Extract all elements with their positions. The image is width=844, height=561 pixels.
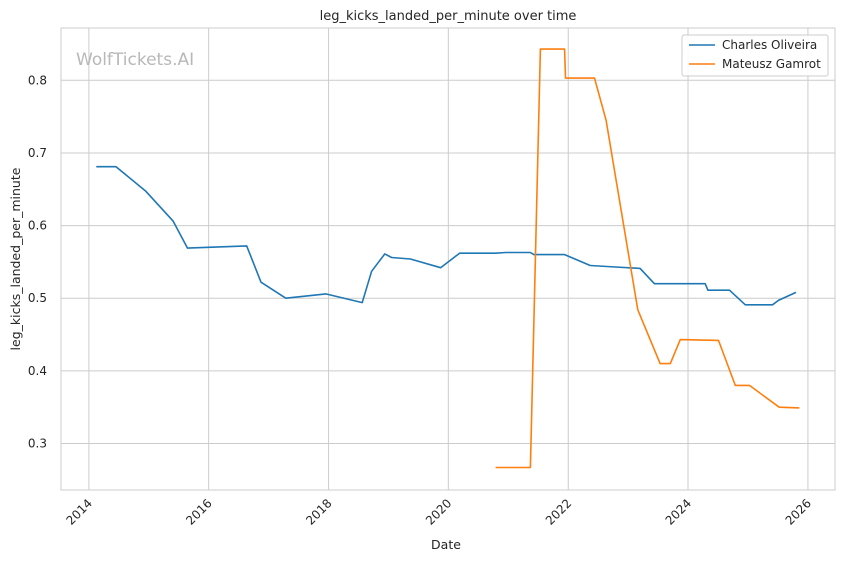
y-axis-label: leg_kicks_landed_per_minute [8,167,23,350]
y-tick-label: 0.3 [28,437,47,451]
chart-title: leg_kicks_landed_per_minute over time [320,9,577,24]
plot-frame [60,27,836,491]
x-tick-label: 2024 [663,496,694,527]
watermark: WolfTickets.AI [76,50,194,70]
x-tick-label: 2018 [303,496,334,527]
series-line-mateusz-gamrot [495,48,800,469]
gridlines [61,28,835,490]
x-axis-label: Date [431,537,461,552]
x-tick-labels: 2014 2016 2018 2020 2022 2024 2026 [64,496,815,527]
y-tick-label: 0.4 [28,364,47,378]
legend-label-charles-oliveira: Charles Oliveira [722,38,817,52]
series-line-charles-oliveira [96,165,797,306]
x-tick-label: 2026 [783,496,814,527]
x-tick-label: 2016 [183,496,214,527]
y-tick-label: 0.5 [28,291,47,305]
y-tick-label: 0.6 [28,219,47,233]
y-tick-label: 0.8 [28,73,47,87]
y-tick-label: 0.7 [28,146,47,160]
series-lines [96,48,800,469]
y-tick-labels: 0.3 0.4 0.5 0.6 0.7 0.8 [28,73,47,450]
x-tick-label: 2014 [64,496,95,527]
legend: Charles Oliveira Mateusz Gamrot [681,34,829,77]
legend-box [681,34,829,77]
x-tick-label: 2022 [543,496,574,527]
legend-label-mateusz-gamrot: Mateusz Gamrot [722,57,821,71]
x-tick-label: 2020 [423,496,454,527]
